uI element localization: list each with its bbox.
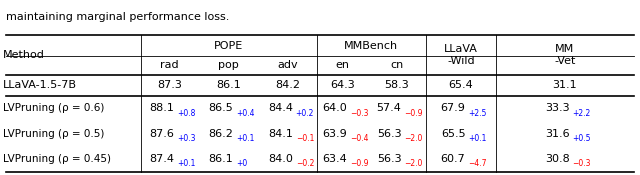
Text: 58.3: 58.3 [385,80,409,90]
Text: −2.0: −2.0 [404,159,423,168]
Text: 87.4: 87.4 [149,154,175,164]
Text: 86.1: 86.1 [216,80,241,90]
Text: LVPruning (ρ = 0.45): LVPruning (ρ = 0.45) [3,154,111,164]
Text: adv: adv [278,60,298,70]
Text: −2.0: −2.0 [404,134,423,143]
Text: −4.7: −4.7 [468,159,487,168]
Text: maintaining marginal performance loss.: maintaining marginal performance loss. [6,12,230,22]
Text: 87.6: 87.6 [150,129,174,139]
Text: 63.4: 63.4 [323,154,347,164]
Text: 31.6: 31.6 [545,129,570,139]
Text: 87.3: 87.3 [157,80,182,90]
Text: pop: pop [218,60,239,70]
Text: −0.9: −0.9 [404,109,423,118]
Text: 86.2: 86.2 [209,129,234,139]
Text: POPE: POPE [214,41,243,51]
Text: +0.1: +0.1 [468,134,487,143]
Text: 56.3: 56.3 [377,129,401,139]
Text: 84.4: 84.4 [268,103,293,113]
Text: MMBench: MMBench [344,41,398,51]
Text: MM
-Vet: MM -Vet [554,44,575,66]
Text: 56.3: 56.3 [377,154,401,164]
Text: −0.4: −0.4 [350,134,369,143]
Text: 84.2: 84.2 [275,80,301,90]
Text: +0: +0 [237,159,248,168]
Text: cn: cn [390,60,403,70]
Text: LLaVA-1.5-7B: LLaVA-1.5-7B [3,80,77,90]
Text: LVPruning (ρ = 0.5): LVPruning (ρ = 0.5) [3,129,104,139]
Text: 30.8: 30.8 [545,154,570,164]
Text: LVPruning (ρ = 0.6): LVPruning (ρ = 0.6) [3,103,104,113]
Text: +0.2: +0.2 [296,109,314,118]
Text: +0.3: +0.3 [177,134,196,143]
Text: 31.1: 31.1 [552,80,577,90]
Text: 65.5: 65.5 [441,129,465,139]
Text: 33.3: 33.3 [545,103,570,113]
Text: 64.0: 64.0 [323,103,347,113]
Text: 64.3: 64.3 [330,80,355,90]
Text: 65.4: 65.4 [449,80,473,90]
Text: 60.7: 60.7 [441,154,465,164]
Text: rad: rad [160,60,179,70]
Text: en: en [335,60,349,70]
Text: 84.0: 84.0 [268,154,292,164]
Text: LLaVA
-Wild: LLaVA -Wild [444,44,477,66]
Text: +2.2: +2.2 [573,109,591,118]
Text: 84.1: 84.1 [268,129,292,139]
Text: +2.5: +2.5 [468,109,487,118]
Text: −0.3: −0.3 [350,109,369,118]
Text: +0.4: +0.4 [237,109,255,118]
Text: −0.2: −0.2 [296,159,314,168]
Text: −0.1: −0.1 [296,134,314,143]
Text: 86.5: 86.5 [209,103,234,113]
Text: +0.8: +0.8 [177,109,196,118]
Text: Method: Method [3,50,45,60]
Text: 88.1: 88.1 [150,103,174,113]
Text: +0.1: +0.1 [177,159,196,168]
Text: 86.1: 86.1 [209,154,234,164]
Text: 67.9: 67.9 [441,103,465,113]
Text: −0.3: −0.3 [573,159,591,168]
Text: −0.9: −0.9 [350,159,369,168]
Text: +0.1: +0.1 [237,134,255,143]
Text: 63.9: 63.9 [323,129,347,139]
Text: +0.5: +0.5 [573,134,591,143]
Text: 57.4: 57.4 [377,103,401,113]
